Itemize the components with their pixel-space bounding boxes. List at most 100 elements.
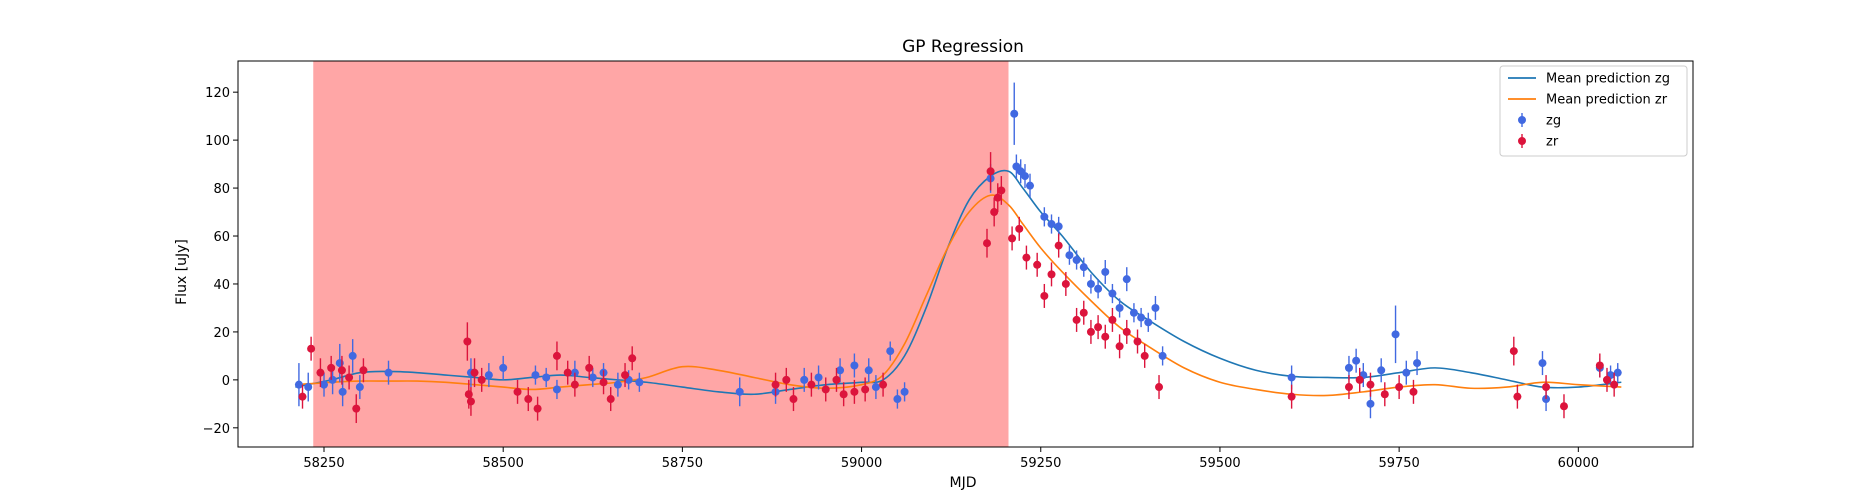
marker xyxy=(1559,402,1568,411)
shaded-region-layer xyxy=(313,61,1009,447)
y-tick-label: 60 xyxy=(213,230,230,245)
data-point-zg xyxy=(320,372,329,397)
marker xyxy=(789,395,798,404)
data-point-zr xyxy=(477,367,486,392)
marker xyxy=(1061,279,1070,288)
marker xyxy=(1344,383,1353,392)
data-point-zg xyxy=(1054,216,1063,237)
data-point-zg xyxy=(338,377,347,407)
marker xyxy=(531,371,540,380)
data-point-zr xyxy=(316,358,325,388)
x-tick-label: 58500 xyxy=(483,456,524,471)
data-point-zr xyxy=(524,387,533,412)
marker xyxy=(886,347,895,356)
marker xyxy=(1047,220,1056,229)
data-point-zr xyxy=(1542,375,1551,400)
marker xyxy=(466,397,475,406)
data-point-zg xyxy=(1040,207,1049,227)
data-point-zg xyxy=(1122,267,1131,292)
marker xyxy=(359,366,368,375)
data-point-zr xyxy=(1366,372,1375,397)
data-point-zg xyxy=(484,363,493,388)
x-axis-ticks: 58250 58500 58750 59000 59250 59500 59750 60000 xyxy=(303,447,1599,471)
x-axis-label: MJD xyxy=(950,475,977,491)
legend-box xyxy=(1499,65,1688,157)
marker xyxy=(307,344,316,353)
marker xyxy=(1015,224,1024,233)
y-tick-label: 40 xyxy=(213,278,230,293)
marker xyxy=(1538,359,1547,368)
legend-label: zg xyxy=(1546,114,1561,129)
data-point-zr xyxy=(307,336,316,361)
marker xyxy=(993,193,1002,202)
marker xyxy=(850,387,859,396)
marker xyxy=(304,383,313,392)
marker xyxy=(355,383,364,392)
legend-item: zr xyxy=(1518,134,1559,150)
marker xyxy=(635,378,644,387)
data-point-zg xyxy=(1094,279,1103,299)
x-tick-label: 60000 xyxy=(1558,456,1599,471)
marker xyxy=(1101,267,1110,276)
data-point-zr xyxy=(1287,384,1296,409)
marker xyxy=(542,373,551,382)
legend-item: Mean prediction zg xyxy=(1508,72,1670,87)
data-point-zr xyxy=(990,197,999,227)
marker xyxy=(294,380,303,389)
marker xyxy=(1509,347,1518,356)
data-point-zg xyxy=(552,379,561,400)
marker xyxy=(320,380,329,389)
marker xyxy=(1395,383,1404,392)
x-tick-label: 59000 xyxy=(841,456,882,471)
shaded-region xyxy=(313,61,1009,447)
marker xyxy=(900,387,909,396)
marker xyxy=(1366,380,1375,389)
marker xyxy=(1054,222,1063,231)
marker xyxy=(1352,356,1361,365)
data-point-zr xyxy=(337,355,346,385)
data-point-zr xyxy=(1101,324,1110,349)
marker xyxy=(864,366,873,375)
marker xyxy=(1377,366,1386,375)
y-axis-label: Flux [uJy] xyxy=(174,239,190,305)
marker xyxy=(348,351,357,360)
marker xyxy=(1413,359,1422,368)
data-point-zr xyxy=(466,387,475,416)
x-tick-label: 59250 xyxy=(1020,456,1061,471)
marker xyxy=(1108,315,1117,324)
marker xyxy=(1072,315,1081,324)
marker xyxy=(997,186,1006,195)
data-point-zr xyxy=(621,363,630,388)
data-point-zr xyxy=(1559,394,1568,419)
marker xyxy=(1008,234,1017,243)
data-point-zr xyxy=(1079,300,1088,325)
marker xyxy=(621,371,630,380)
data-point-zr xyxy=(1355,367,1364,392)
mean-prediction-lines xyxy=(295,169,1622,397)
data-point-zg xyxy=(1026,173,1035,198)
data-point-zr xyxy=(821,377,830,402)
marker xyxy=(588,373,597,382)
y-tick-label: 80 xyxy=(213,182,230,197)
data-point-zr xyxy=(1086,319,1095,344)
marker xyxy=(1047,270,1056,279)
x-tick-label: 58750 xyxy=(662,456,703,471)
data-point-zr xyxy=(1155,375,1164,400)
data-point-zr xyxy=(1047,262,1056,287)
data-point-zr xyxy=(782,367,791,392)
legend-item: zg xyxy=(1518,113,1561,129)
marker xyxy=(316,368,325,377)
data-point-zr xyxy=(563,360,572,385)
marker xyxy=(585,363,594,372)
data-point-zr xyxy=(552,341,561,371)
data-point-zr xyxy=(1122,319,1131,344)
data-point-zg xyxy=(588,367,597,388)
marker xyxy=(1122,327,1131,336)
data-point-zr xyxy=(1133,329,1142,354)
marker xyxy=(1040,212,1049,221)
data-point-zr xyxy=(1602,367,1611,392)
marker xyxy=(563,368,572,377)
data-point-zg xyxy=(1402,360,1411,385)
data-point-zr xyxy=(771,372,780,397)
marker xyxy=(735,387,744,396)
